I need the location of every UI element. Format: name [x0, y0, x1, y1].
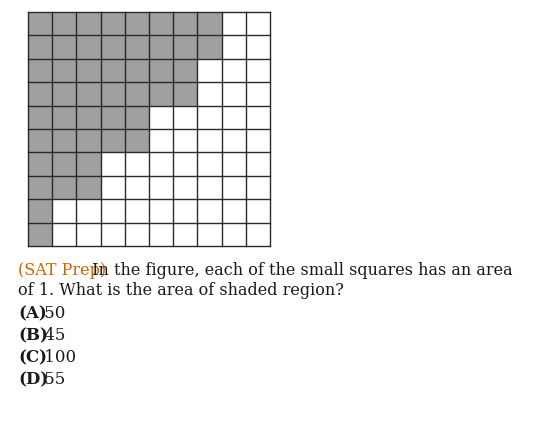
- Text: In the figure, each of the small squares has an area: In the figure, each of the small squares…: [87, 262, 512, 279]
- Bar: [125, 82, 149, 105]
- Bar: [28, 59, 52, 82]
- Bar: [173, 12, 197, 35]
- Bar: [28, 129, 52, 152]
- Bar: [76, 12, 101, 35]
- Text: (D): (D): [18, 371, 48, 388]
- Bar: [101, 129, 125, 152]
- Bar: [76, 152, 101, 176]
- Text: 100: 100: [38, 349, 76, 366]
- Bar: [52, 152, 76, 176]
- Text: (SAT Prep): (SAT Prep): [18, 262, 106, 279]
- Bar: [197, 35, 222, 59]
- Text: (C): (C): [18, 349, 47, 366]
- Bar: [52, 129, 76, 152]
- Bar: [173, 59, 197, 82]
- Bar: [101, 105, 125, 129]
- Bar: [28, 35, 52, 59]
- Bar: [149, 82, 173, 105]
- Bar: [28, 152, 52, 176]
- Text: 45: 45: [38, 327, 65, 344]
- Bar: [173, 82, 197, 105]
- Text: 50: 50: [38, 305, 65, 322]
- Bar: [52, 82, 76, 105]
- Text: (B): (B): [18, 327, 48, 344]
- Bar: [52, 105, 76, 129]
- Bar: [52, 12, 76, 35]
- Bar: [76, 176, 101, 199]
- Text: of 1. What is the area of shaded region?: of 1. What is the area of shaded region?: [18, 282, 344, 299]
- Bar: [101, 59, 125, 82]
- Bar: [125, 105, 149, 129]
- Text: (A): (A): [18, 305, 47, 322]
- Bar: [101, 82, 125, 105]
- Bar: [149, 35, 173, 59]
- Bar: [125, 59, 149, 82]
- Bar: [149, 59, 173, 82]
- Bar: [125, 35, 149, 59]
- Bar: [52, 59, 76, 82]
- Bar: [101, 12, 125, 35]
- Bar: [101, 35, 125, 59]
- Bar: [52, 176, 76, 199]
- Bar: [28, 12, 52, 35]
- Bar: [76, 82, 101, 105]
- Bar: [28, 222, 52, 246]
- Bar: [173, 35, 197, 59]
- Bar: [28, 176, 52, 199]
- Bar: [197, 12, 222, 35]
- Bar: [28, 105, 52, 129]
- Bar: [125, 12, 149, 35]
- Text: 55: 55: [38, 371, 65, 388]
- Bar: [149, 12, 173, 35]
- Bar: [52, 35, 76, 59]
- Bar: [76, 129, 101, 152]
- Bar: [125, 129, 149, 152]
- Bar: [76, 35, 101, 59]
- Bar: [28, 82, 52, 105]
- Bar: [76, 59, 101, 82]
- Bar: [28, 199, 52, 222]
- Bar: [76, 105, 101, 129]
